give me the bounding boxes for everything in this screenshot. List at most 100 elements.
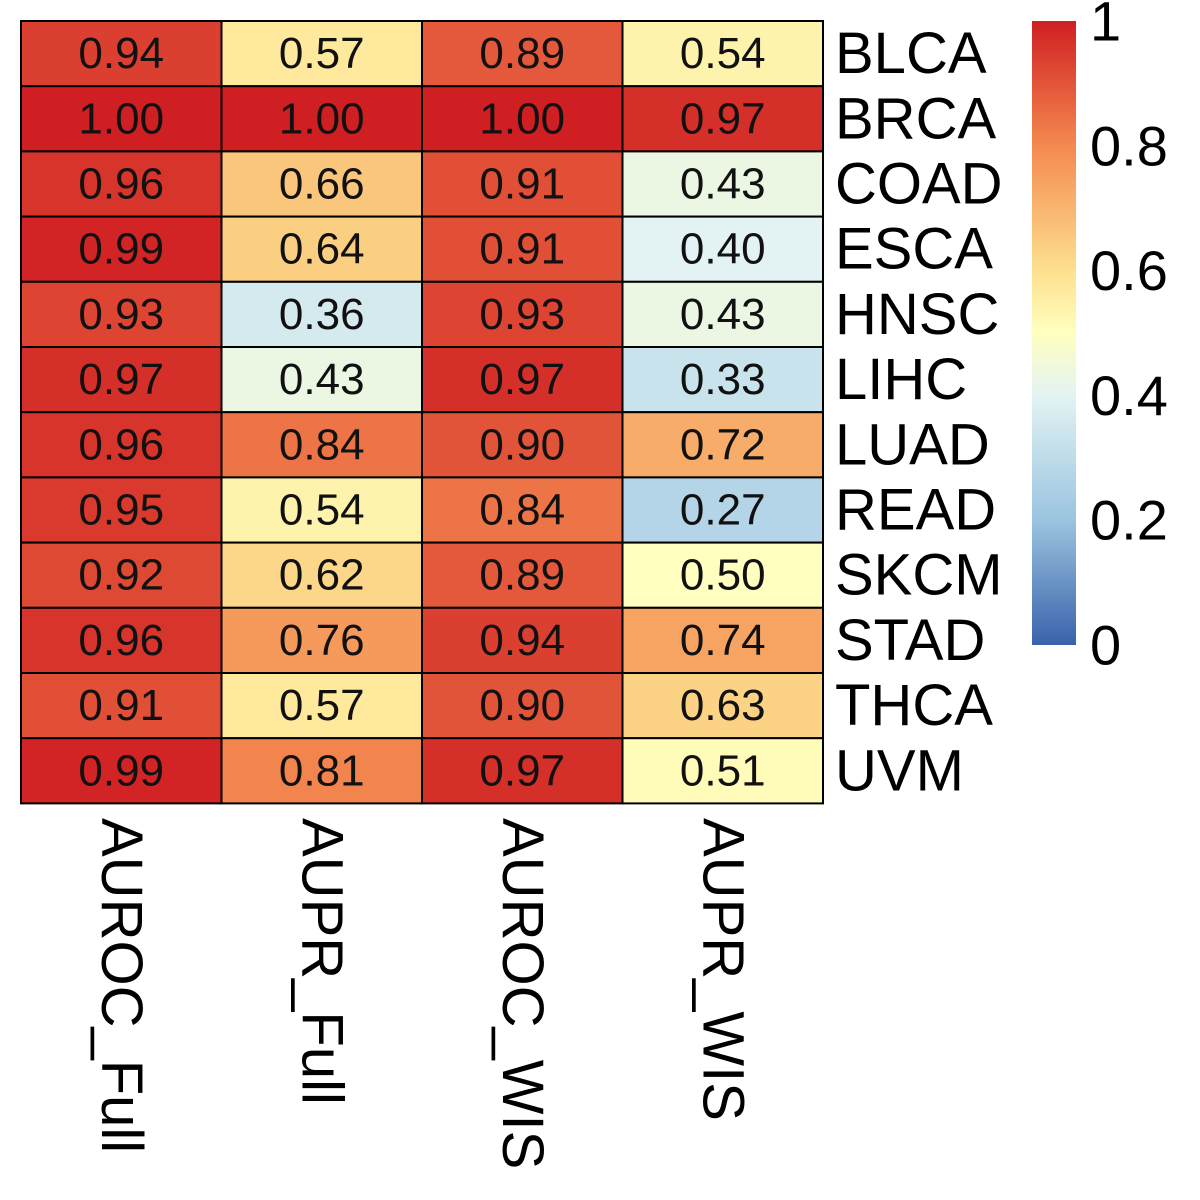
heatmap-cell-blca-auroc_wis	[421, 20, 624, 88]
cell-value-label: 0.91	[479, 160, 565, 209]
row-label-esca: ESCA	[835, 217, 993, 282]
cell-value-label: 0.63	[680, 681, 766, 730]
heatmap-cell-brca-aupr_wis	[621, 85, 824, 153]
heatmap-cell-stad-auroc_full	[20, 606, 223, 674]
row-label-skcm: SKCM	[835, 543, 1003, 608]
heatmap-cells	[20, 20, 824, 805]
row-label-hnsc: HNSC	[835, 282, 999, 347]
column-label-auroc_wis: AUROC_WIS	[490, 818, 555, 1169]
heatmap-cell-hnsc-aupr_wis	[621, 280, 824, 348]
colorbar-tick-label: 1	[1090, 0, 1121, 53]
heatmap-cell-brca-aupr_full	[220, 85, 423, 153]
heatmap-cell-coad-aupr_full	[220, 150, 423, 218]
column-labels: AUROC_Full AUPR_Full AUROC_WIS AUPR_WIS	[89, 818, 756, 1169]
cell-value-label: 0.90	[479, 420, 565, 469]
color-legend: 0 0.2 0.4 0.6 0.8 1	[1032, 0, 1168, 677]
cell-value-label: 0.72	[680, 420, 766, 469]
colorbar-tick-label: 0.8	[1090, 114, 1168, 177]
cell-value-label: 0.43	[680, 290, 766, 339]
row-label-blca: BLCA	[835, 21, 987, 86]
heatmap-cell-hnsc-auroc_full	[20, 280, 223, 348]
heatmap-cell-esca-aupr_full	[220, 215, 423, 283]
heatmap-cell-hnsc-auroc_wis	[421, 280, 624, 348]
cell-value-label: 0.96	[78, 420, 164, 469]
cell-value-label: 0.36	[279, 290, 365, 339]
cell-value-label: 0.93	[479, 290, 565, 339]
colorbar-tick-label: 0.2	[1090, 489, 1168, 552]
heatmap-cell-luad-auroc_wis	[421, 411, 624, 479]
cell-value-label: 0.89	[479, 29, 565, 78]
heatmap-cell-coad-aupr_wis	[621, 150, 824, 218]
heatmap-cell-thca-aupr_full	[220, 672, 423, 740]
cell-value-label: 0.99	[78, 225, 164, 274]
heatmap-cell-skcm-aupr_wis	[621, 541, 824, 609]
cell-value-label: 1.00	[78, 94, 164, 143]
heatmap-cell-uvm-auroc_wis	[421, 737, 624, 805]
cell-value-label: 0.99	[78, 746, 164, 795]
heatmap-cell-lihc-aupr_full	[220, 346, 423, 414]
row-label-stad: STAD	[835, 608, 985, 673]
cell-value-label: 0.96	[78, 160, 164, 209]
cell-value-label: 0.50	[680, 551, 766, 600]
row-label-brca: BRCA	[835, 86, 996, 151]
row-label-read: READ	[835, 478, 996, 543]
cell-value-label: 0.62	[279, 551, 365, 600]
cell-value-label: 0.96	[78, 616, 164, 665]
cell-value-label: 0.43	[680, 160, 766, 209]
cell-value-label: 0.64	[279, 225, 365, 274]
column-label-aupr_wis: AUPR_WIS	[690, 818, 755, 1121]
cell-value-label: 0.76	[279, 616, 365, 665]
heatmap-cell-labels: 0.94 0.57 0.89 0.54 1.00 1.00 1.00 0.97 0.96 0.66…	[78, 29, 765, 795]
cell-value-label: 0.81	[279, 746, 365, 795]
cell-value-label: 1.00	[279, 94, 365, 143]
cell-value-label: 0.91	[78, 681, 164, 730]
colorbar-tick-label: 0.4	[1090, 364, 1168, 427]
heatmap-cell-uvm-auroc_full	[20, 737, 223, 805]
heatmap-cell-hnsc-aupr_full	[220, 280, 423, 348]
cell-value-label: 0.51	[680, 746, 766, 795]
row-label-luad: LUAD	[835, 412, 990, 477]
cell-value-label: 0.95	[78, 486, 164, 535]
column-label-aupr_full: AUPR_Full	[289, 818, 354, 1105]
heatmap-cell-blca-auroc_full	[20, 20, 223, 88]
heatmap-cell-luad-aupr_wis	[621, 411, 824, 479]
colorbar-tick-label: 0.6	[1090, 239, 1168, 302]
cell-value-label: 0.91	[479, 225, 565, 274]
cell-value-label: 0.97	[479, 355, 565, 404]
heatmap-cell-uvm-aupr_wis	[621, 737, 824, 805]
heatmap-cell-uvm-aupr_full	[220, 737, 423, 805]
heatmap-cell-stad-aupr_wis	[621, 606, 824, 674]
cell-value-label: 0.94	[479, 616, 565, 665]
heatmap-cell-thca-aupr_wis	[621, 672, 824, 740]
colorbar-tick-labels: 0 0.2 0.4 0.6 0.8 1	[1090, 0, 1168, 677]
cell-value-label: 0.97	[479, 746, 565, 795]
colorbar	[1032, 21, 1076, 645]
cell-value-label: 0.94	[78, 29, 164, 78]
cell-value-label: 0.43	[279, 355, 365, 404]
cell-value-label: 0.97	[680, 94, 766, 143]
cell-value-label: 0.57	[279, 29, 365, 78]
column-label-auroc_full: AUROC_Full	[89, 818, 154, 1153]
heatmap-cell-stad-auroc_wis	[421, 606, 624, 674]
heatmap-cell-thca-auroc_wis	[421, 672, 624, 740]
colorbar-tick-label: 0	[1090, 614, 1121, 677]
cell-value-label: 0.57	[279, 681, 365, 730]
cell-value-label: 0.54	[680, 29, 766, 78]
cell-value-label: 0.27	[680, 486, 766, 535]
row-label-uvm: UVM	[835, 738, 964, 803]
cell-value-label: 0.54	[279, 486, 365, 535]
row-label-lihc: LIHC	[835, 347, 967, 412]
heatmap-cell-lihc-auroc_wis	[421, 346, 624, 414]
heatmap-cell-blca-aupr_wis	[621, 20, 824, 88]
cell-value-label: 0.40	[680, 225, 766, 274]
row-label-thca: THCA	[835, 673, 993, 738]
heatmap-cell-lihc-aupr_wis	[621, 346, 824, 414]
heatmap-cell-lihc-auroc_full	[20, 346, 223, 414]
cell-value-label: 0.74	[680, 616, 766, 665]
heatmap-cell-read-auroc_wis	[421, 476, 624, 544]
cell-value-label: 0.84	[479, 486, 565, 535]
cell-value-label: 0.90	[479, 681, 565, 730]
cell-value-label: 1.00	[479, 94, 565, 143]
heatmap-cell-blca-aupr_full	[220, 20, 423, 88]
